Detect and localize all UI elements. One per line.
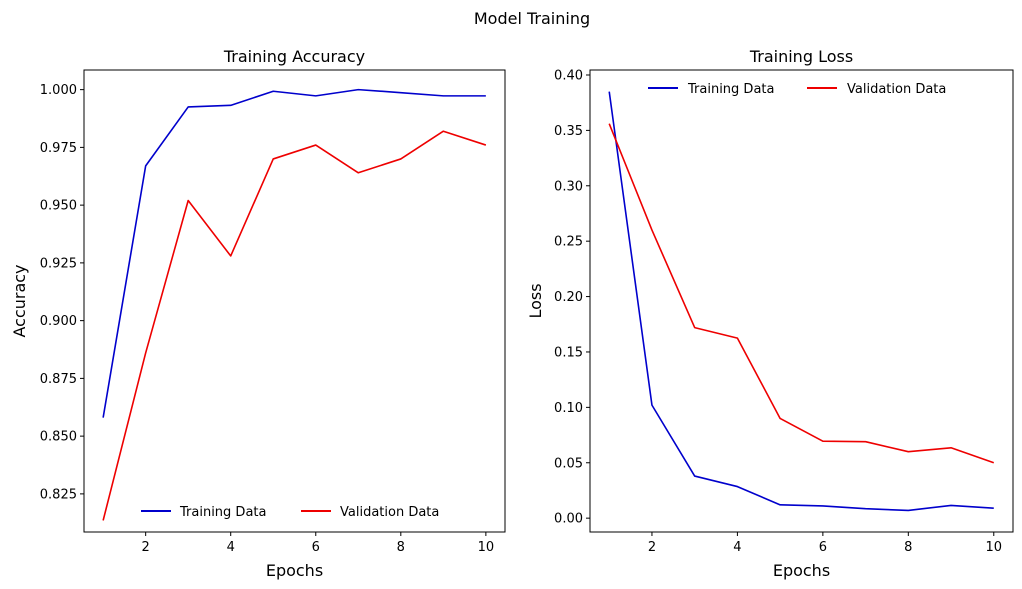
- loss-x-tick-label: 4: [733, 540, 741, 555]
- accuracy-x-tick-label: 6: [312, 540, 320, 555]
- loss-y-tick-label: 0.25: [554, 235, 583, 250]
- accuracy-y-tick-label: 0.900: [40, 314, 77, 329]
- loss-y-tick-label: 0.15: [554, 345, 583, 360]
- accuracy-y-tick-label: 0.925: [40, 256, 77, 271]
- loss-y-ticks: 0.00 0.05 0.10 0.15 0.20 0.25 0.30 0.35 0.40: [554, 68, 590, 527]
- accuracy-y-ticks: 0.825 0.850 0.875 0.900 0.925 0.950 0.975 1.000: [40, 83, 84, 502]
- loss-x-ticks: 2 4 6 8 10: [648, 532, 1002, 555]
- accuracy-legend: Training Data Validation Data: [141, 505, 439, 520]
- loss-y-axis-label: Loss: [526, 283, 545, 318]
- loss-y-tick-label: 0.00: [554, 512, 583, 527]
- accuracy-x-tick-label: 4: [227, 540, 235, 555]
- loss-training-line: [608, 91, 994, 512]
- accuracy-x-ticks: 2 4 6 8 10: [142, 532, 495, 555]
- accuracy-y-tick-label: 0.875: [40, 372, 77, 387]
- loss-x-tick-label: 8: [904, 540, 912, 555]
- accuracy-x-tick-label: 2: [142, 540, 150, 555]
- accuracy-y-axis-label: Accuracy: [10, 264, 29, 337]
- accuracy-training-line: [102, 88, 486, 418]
- loss-chart-title: Training Loss: [749, 47, 853, 66]
- accuracy-x-tick-label: 10: [478, 540, 495, 555]
- loss-series: [608, 91, 995, 512]
- loss-y-tick-label: 0.05: [554, 456, 583, 471]
- accuracy-x-tick-label: 8: [397, 540, 405, 555]
- accuracy-chart-title: Training Accuracy: [223, 47, 365, 66]
- accuracy-y-tick-label: 0.950: [40, 199, 77, 214]
- loss-y-tick-label: 0.35: [554, 124, 583, 139]
- loss-legend-training-label: Training Data: [687, 82, 774, 97]
- loss-y-tick-label: 0.10: [554, 401, 583, 416]
- figure-title: Model Training: [474, 9, 590, 28]
- loss-y-tick-label: 0.40: [554, 68, 583, 83]
- loss-x-axis-label: Epochs: [773, 561, 830, 580]
- accuracy-x-axis-label: Epochs: [266, 561, 323, 580]
- accuracy-validation-line: [102, 130, 487, 521]
- loss-x-tick-label: 2: [648, 540, 656, 555]
- accuracy-y-tick-label: 0.825: [40, 487, 77, 502]
- accuracy-legend-validation-label: Validation Data: [340, 505, 439, 520]
- loss-plot-frame: [589, 69, 1014, 533]
- accuracy-plot-frame: [83, 69, 506, 533]
- loss-chart: Training Loss 2 4 6 8 10 0.00 0.05 0.10 0.15 0.2…: [526, 47, 1014, 580]
- loss-legend-validation-label: Validation Data: [847, 82, 946, 97]
- accuracy-y-tick-label: 0.975: [40, 141, 77, 156]
- loss-legend: Training Data Validation Data: [648, 82, 946, 97]
- accuracy-chart: Training Accuracy 2 4 6 8 10 0.825 0.850 0.875…: [10, 47, 506, 580]
- loss-validation-line: [608, 123, 995, 464]
- accuracy-legend-training-label: Training Data: [179, 505, 266, 520]
- accuracy-y-tick-label: 1.000: [40, 83, 77, 98]
- loss-y-tick-label: 0.20: [554, 290, 583, 305]
- loss-x-tick-label: 6: [819, 540, 827, 555]
- loss-x-tick-label: 10: [985, 540, 1002, 555]
- loss-y-tick-label: 0.30: [554, 179, 583, 194]
- accuracy-y-tick-label: 0.850: [40, 430, 77, 445]
- accuracy-series: [102, 88, 487, 521]
